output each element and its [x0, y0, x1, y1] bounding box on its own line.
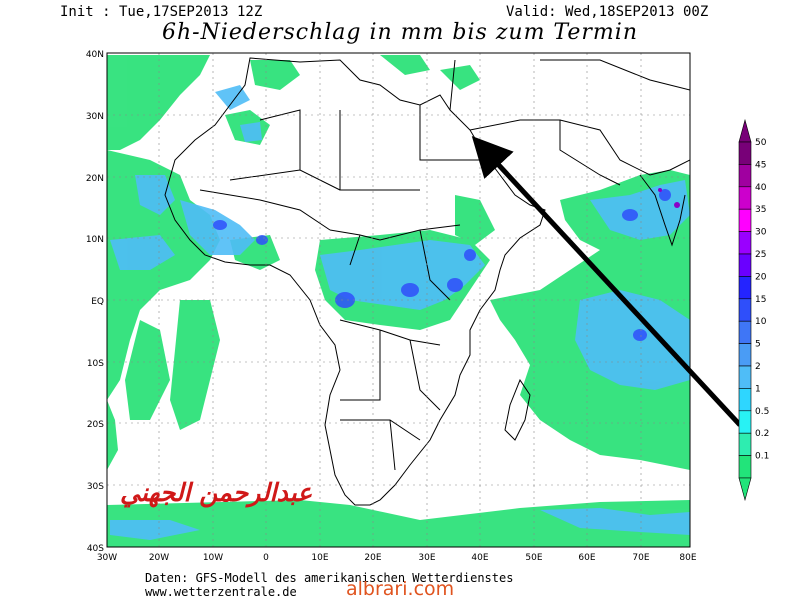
lat-labels: 40N 30N 20N 10N EQ 10S 20S 30S 40S [86, 50, 104, 554]
legend-label: 0.2 [755, 429, 769, 439]
legend-swatch [738, 365, 752, 389]
legend-label: 20 [755, 272, 767, 282]
lon-label: 70E [632, 553, 649, 563]
legend-swatch [738, 141, 752, 165]
legend-label: 45 [755, 160, 766, 170]
legend-swatch [738, 186, 752, 210]
legend-swatch [738, 432, 752, 456]
lon-label: 0 [263, 553, 269, 563]
legend-label: 35 [755, 205, 766, 215]
coastlines [164, 57, 690, 506]
lon-label: 40E [471, 553, 488, 563]
legend-label: 50 [755, 138, 767, 148]
lon-label: 30E [418, 553, 435, 563]
legend-cap [738, 477, 752, 502]
legend-swatch [738, 455, 752, 479]
annotation-arrow [471, 136, 742, 427]
lat-label: 40N [86, 50, 104, 60]
legend-swatch [738, 343, 752, 367]
init-time: Init : Tue,17SEP2013 12Z [60, 4, 263, 20]
graticule [107, 53, 690, 547]
legend-label: 2 [755, 362, 761, 372]
legend-label: 0.5 [755, 407, 769, 417]
lon-label: 50E [525, 553, 542, 563]
legend-swatch [738, 320, 752, 344]
legend-swatch [738, 164, 752, 188]
lat-label: 10N [86, 235, 104, 245]
legend-label: 30 [755, 228, 767, 238]
legend-label: 1 [755, 384, 761, 394]
lon-label: 20W [149, 553, 169, 563]
legend-label: 5 [755, 340, 761, 350]
legend-swatch [738, 208, 752, 232]
legend-swatch [738, 276, 752, 300]
color-legend: 50 45 40 35 30 25 20 15 10 5 2 1 0.5 0.2 0.1 [738, 118, 769, 502]
lon-label: 60E [578, 553, 595, 563]
lat-label: 20S [87, 420, 104, 430]
lat-label: 30S [87, 482, 104, 492]
lon-label: 10E [311, 553, 328, 563]
lon-label: 30W [97, 553, 117, 563]
lon-label: 80E [679, 553, 696, 563]
lat-label: 30N [86, 112, 104, 122]
lon-label: 10W [203, 553, 223, 563]
legend-label: 15 [755, 295, 766, 305]
website-credit: www.wetterzentrale.de [145, 585, 297, 599]
lon-labels: 30W 20W 10W 0 10E 20E 30E 40E 50E 60E 70… [97, 553, 697, 563]
legend-swatch [738, 388, 752, 412]
precip-field [107, 53, 690, 547]
signature: عبدالرحمن الجهني [120, 478, 313, 507]
lon-label: 20E [364, 553, 381, 563]
lat-label: 10S [87, 359, 104, 369]
data-credit: Daten: GFS-Modell des amerikanischen Wet… [145, 571, 514, 585]
legend-label: 25 [755, 250, 766, 260]
map-title: 6h-Niederschlag in mm bis zum Termin [161, 20, 639, 45]
legend-label: 10 [755, 317, 767, 327]
valid-time: Valid: Wed,18SEP2013 00Z [506, 4, 709, 20]
watermark: albrari.com [346, 578, 455, 600]
legend-cap [738, 118, 752, 143]
legend-label: 40 [755, 183, 767, 193]
legend-swatch [738, 231, 752, 255]
lat-label: 40S [87, 544, 104, 554]
legend-label: 0.1 [755, 452, 769, 462]
lat-label: EQ [91, 297, 104, 307]
map-frame [106, 52, 691, 548]
legend-swatch [738, 253, 752, 277]
legend-swatch [738, 298, 752, 322]
lat-label: 20N [86, 174, 104, 184]
legend-swatch [738, 410, 752, 434]
